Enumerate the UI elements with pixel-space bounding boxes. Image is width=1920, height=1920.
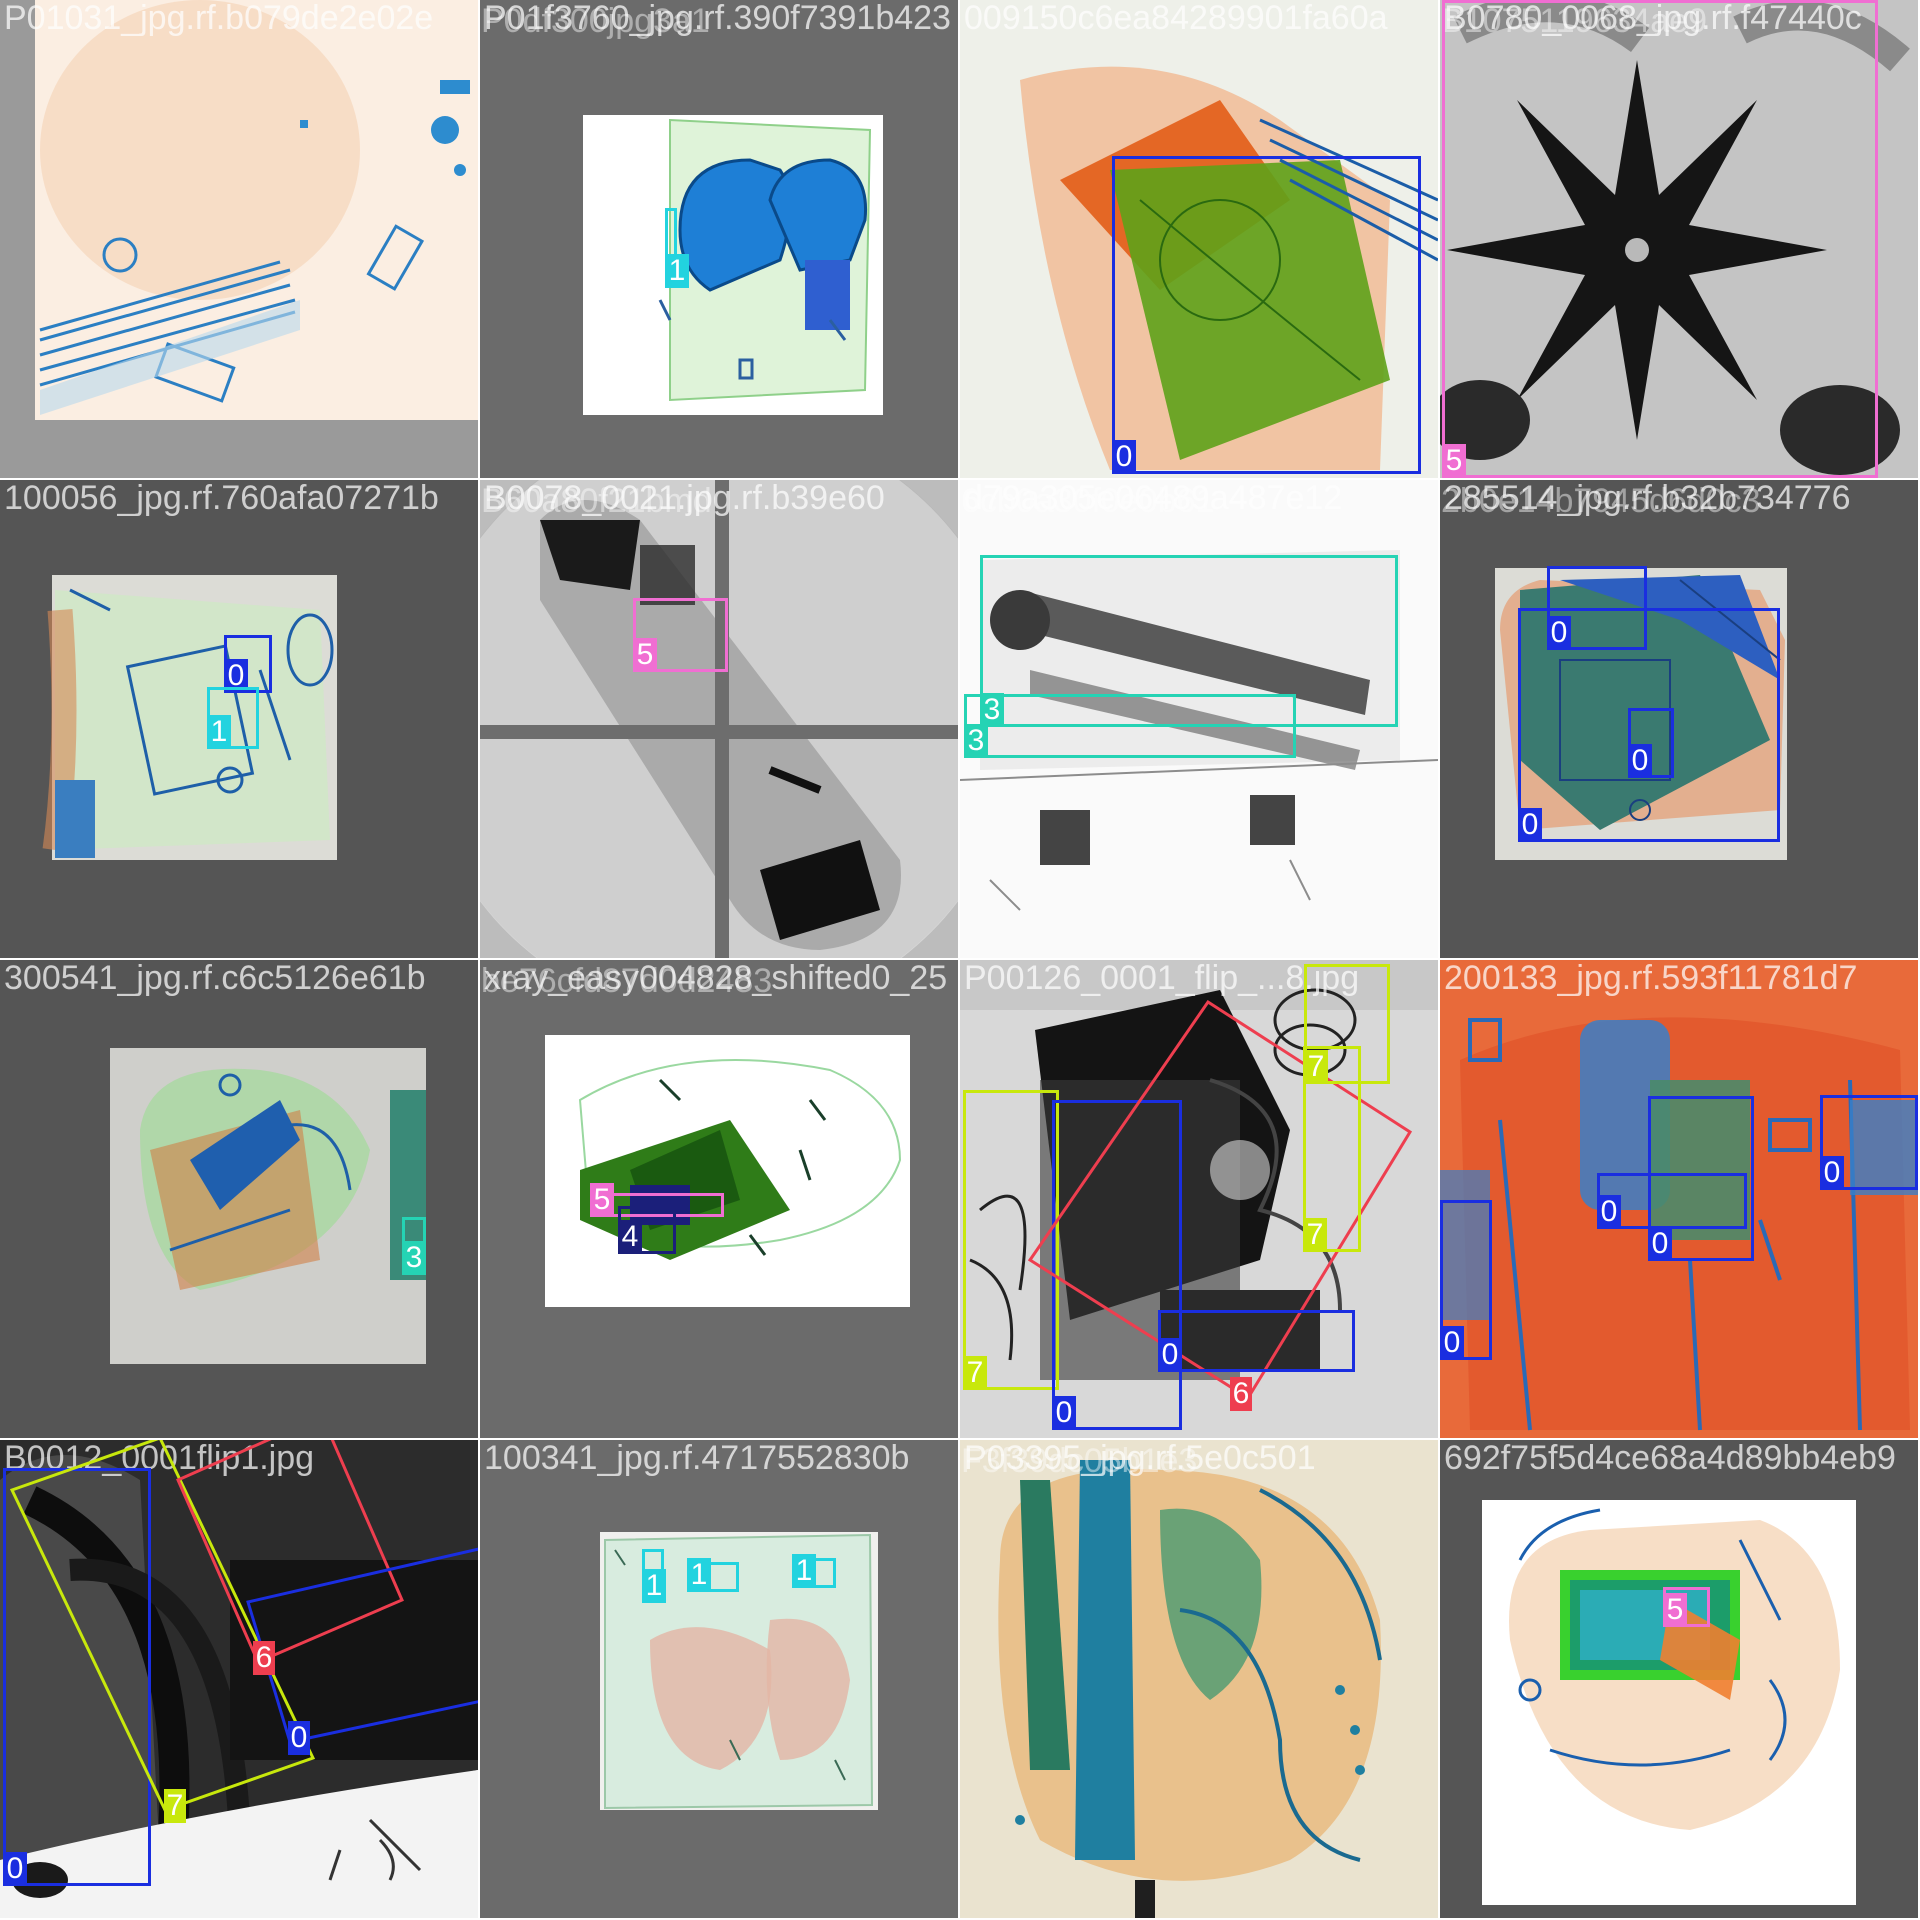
mosaic-tile: 100341_jpg.rf.4717552830b 1 1 1 — [480, 1440, 958, 1918]
xray-image — [1440, 1440, 1918, 1918]
class-label: 1 — [687, 1558, 711, 1592]
detection-box-rotated — [246, 1547, 478, 1744]
xray-image — [480, 960, 958, 1438]
xray-image — [0, 0, 478, 478]
mosaic-tile: P03395_jpg.rf.5e0c501 F3f39dc05b1e3 — [960, 1440, 1438, 1918]
detection-box: 1 — [665, 208, 689, 288]
mosaic-tile: P01031_jpg.rf.b079de2e02e — [0, 0, 478, 478]
detection-box: 7 — [1304, 964, 1390, 1084]
detection-box: 5 — [1442, 0, 1878, 478]
xray-image — [960, 1440, 1438, 1918]
mosaic-tile: xray_easy004828_shifted0_25 be76cfd87d0d… — [480, 960, 958, 1438]
xray-image — [480, 480, 958, 958]
detection-box: 5 — [633, 598, 728, 672]
mosaic-tile: B0780_0068_jpg.rf.f47440c B1075119634ae9… — [1440, 0, 1918, 478]
detection-box: 0 — [1820, 1095, 1918, 1190]
detection-box-rotated — [9, 1440, 316, 1812]
class-label: 0 — [288, 1721, 310, 1755]
detection-box: 0 — [224, 635, 272, 693]
mosaic-tile: 009150c6ea84289901fa60a 0 — [960, 0, 1438, 478]
class-label: 1 — [665, 254, 689, 288]
mosaic-tile: 285514_jpg.rf.b32b734776 2b0e14b7945d6d0… — [1440, 480, 1918, 958]
detection-box: 0 — [1648, 1096, 1754, 1261]
class-label: 0 — [1547, 616, 1571, 650]
mosaic-tile: 300541_jpg.rf.c6c5126e61b 3 — [0, 960, 478, 1438]
class-label: 3 — [964, 724, 988, 758]
detection-box: 0 — [1597, 1173, 1747, 1229]
class-label: 0 — [1052, 1396, 1076, 1430]
mosaic-tile: B0012_0001flip1.jpg 0 7 6 0 — [0, 1440, 478, 1918]
detection-box: 0 — [1628, 708, 1674, 778]
mosaic-tile: B0078_0021.jpg.rf.b39e60 B60a80f21bmd 5 — [480, 480, 958, 958]
class-label: 1 — [792, 1554, 816, 1588]
mosaic-tile: 200133_jpg.rf.593f11781d7 0 0 0 0 — [1440, 960, 1918, 1438]
rotated-box-overlay — [9, 1440, 478, 1812]
class-label: 0 — [1158, 1338, 1182, 1372]
class-label: 5 — [1442, 444, 1466, 478]
class-label: 0 — [1440, 1326, 1464, 1360]
class-label: 3 — [980, 693, 1004, 727]
class-label: 7 — [1303, 1218, 1327, 1252]
detection-box-rotated — [176, 1440, 404, 1664]
class-label: 1 — [642, 1569, 666, 1603]
detection-box: 1 — [792, 1554, 836, 1588]
class-label: 0 — [1597, 1195, 1621, 1229]
detection-box: 3 — [964, 694, 1296, 758]
detection-box: 1 — [642, 1549, 666, 1603]
class-label: 5 — [633, 638, 657, 672]
detection-box: 0 — [1518, 608, 1780, 842]
class-label: 5 — [1663, 1593, 1687, 1627]
class-label: 5 — [590, 1183, 614, 1217]
detection-box: 7 — [963, 1090, 1059, 1390]
mosaic-tile: d79a305e06489a487e12 6cb0a30f0e0b61 3 3 — [960, 480, 1438, 958]
mosaic-tile: 692f75f5d4ce68a4d89bb4eb9 5 — [1440, 1440, 1918, 1918]
xray-image — [480, 1440, 958, 1918]
mosaic-tile: P00126_0001_flip_...8.jpg 7 0 6 0 7 7 — [960, 960, 1438, 1438]
class-label: 0 — [1820, 1156, 1844, 1190]
class-label: 1 — [207, 715, 231, 749]
xray-image — [480, 0, 958, 478]
xray-image — [0, 960, 478, 1438]
class-label: 0 — [1648, 1227, 1672, 1261]
class-label: 0 — [1518, 808, 1542, 842]
xray-image — [1440, 960, 1918, 1438]
class-label: 7 — [1304, 1050, 1328, 1084]
class-label: 0 — [3, 1852, 27, 1886]
detection-box: 3 — [980, 555, 1398, 727]
detection-box: 7 — [1303, 1046, 1361, 1252]
class-label: 0 — [1628, 744, 1652, 778]
detection-box: 0 — [1112, 156, 1421, 474]
mosaic-tile: 100056_jpg.rf.760afa07271b 0 1 — [0, 480, 478, 958]
detection-box: 0 — [1052, 1100, 1182, 1430]
detection-box: 1 — [207, 687, 259, 749]
detection-box: 0 — [3, 1468, 151, 1886]
class-label: 7 — [164, 1789, 186, 1823]
xray-image — [1440, 0, 1918, 478]
detection-box: 5 — [1663, 1587, 1710, 1627]
class-label: 6 — [253, 1641, 275, 1675]
class-label: 3 — [402, 1241, 426, 1275]
class-label: 6 — [1230, 1377, 1252, 1411]
class-label: 0 — [1112, 440, 1136, 474]
class-label: 7 — [963, 1356, 987, 1390]
class-label: 4 — [618, 1220, 642, 1254]
mosaic-tile: P01f3760_jpg.rf.390f7391b423 P0df300jpg3… — [480, 0, 958, 478]
detection-box: 5 — [590, 1183, 724, 1217]
detection-box: 0 — [1440, 1200, 1492, 1360]
xray-image — [0, 480, 478, 958]
xray-image — [960, 480, 1438, 958]
detection-box: 3 — [402, 1217, 426, 1275]
detection-box: 0 — [1158, 1310, 1355, 1372]
detection-box: 1 — [687, 1558, 739, 1592]
detection-box: 4 — [618, 1206, 676, 1254]
